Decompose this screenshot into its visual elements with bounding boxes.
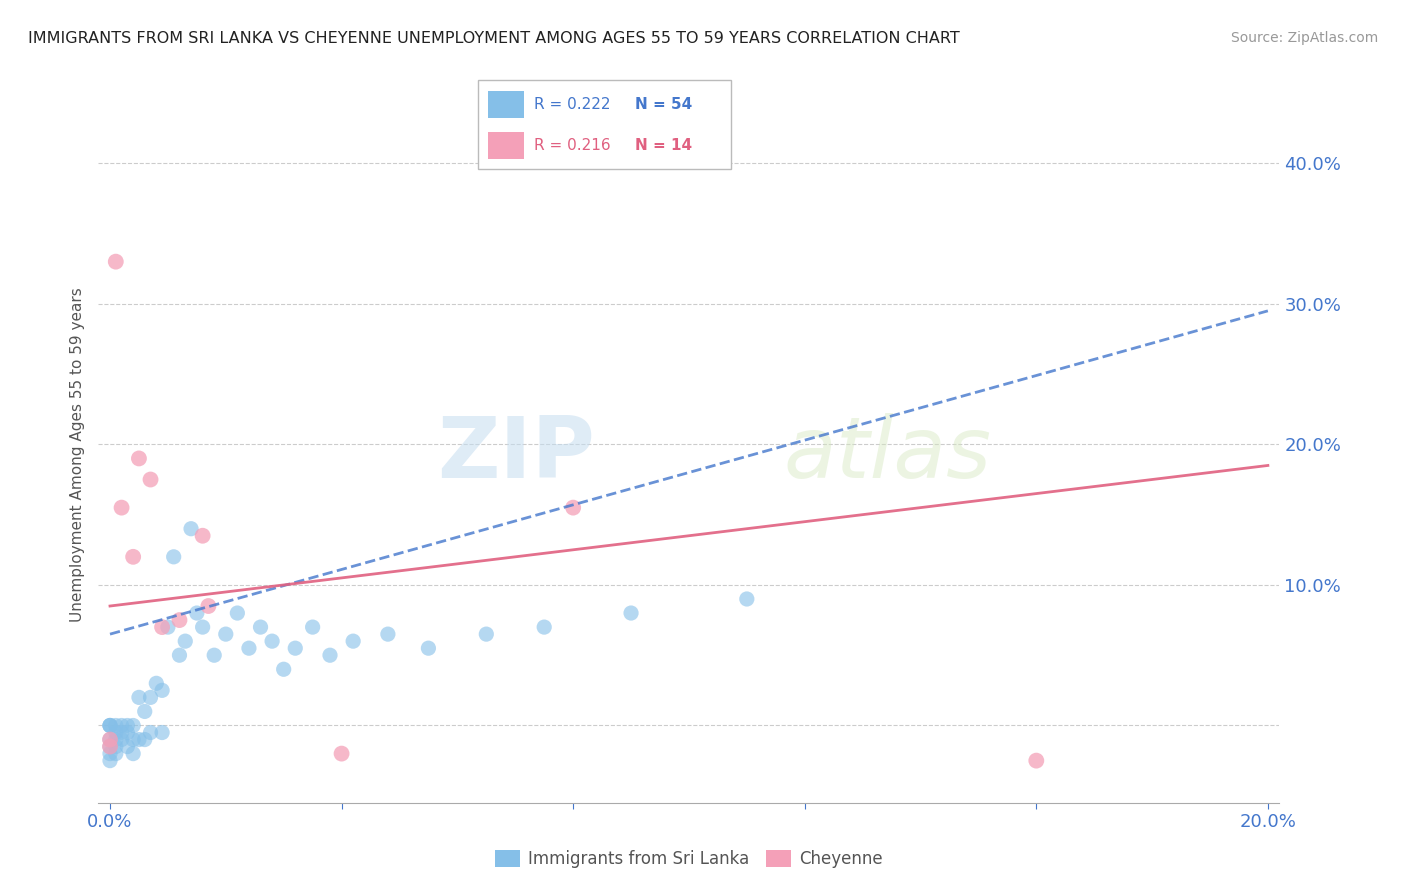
Point (110, 725, 132, 739)
Point (226, 606, 249, 620)
Y-axis label: Unemployment Among Ages 55 to 59 years: Unemployment Among Ages 55 to 59 years (69, 287, 84, 623)
Point (139, 473, 162, 487)
Point (104, 739, 127, 754)
Text: IMMIGRANTS FROM SRI LANKA VS CHEYENNE UNEMPLOYMENT AMONG AGES 55 TO 59 YEARS COR: IMMIGRANTS FROM SRI LANKA VS CHEYENNE UN… (28, 31, 960, 46)
Point (150, 683, 173, 698)
Bar (488, 91, 523, 118)
Point (98, 732, 121, 747)
Point (104, 732, 127, 747)
Point (163, 549, 186, 564)
Point (284, 641, 307, 656)
Point (197, 599, 219, 613)
Point (117, 725, 139, 739)
Point (202, 648, 225, 663)
Point (342, 634, 364, 648)
Point (117, 718, 139, 732)
Point (122, 718, 145, 732)
Point (238, 641, 260, 656)
Text: R = 0.222: R = 0.222 (534, 97, 610, 112)
Point (122, 549, 145, 564)
Point (418, 641, 440, 656)
Point (104, 747, 127, 761)
Point (98, 747, 121, 761)
Point (128, 732, 150, 747)
Point (150, 725, 173, 739)
Point (139, 690, 162, 705)
Point (562, 500, 585, 515)
Point (98, 718, 121, 732)
Point (98, 718, 121, 732)
Point (273, 662, 295, 676)
Point (128, 451, 150, 466)
Point (1025, 754, 1047, 768)
Point (262, 634, 284, 648)
Point (215, 627, 238, 641)
Point (301, 620, 323, 634)
Text: R = 0.216: R = 0.216 (534, 138, 610, 153)
Point (180, 522, 202, 536)
Point (98, 739, 121, 754)
Point (174, 634, 197, 648)
Point (122, 732, 145, 747)
Point (110, 732, 132, 747)
Point (319, 648, 342, 663)
Point (139, 725, 162, 739)
Point (330, 747, 353, 761)
Point (475, 627, 498, 641)
FancyBboxPatch shape (478, 80, 731, 169)
Point (110, 500, 132, 515)
Point (104, 254, 127, 268)
Point (249, 620, 271, 634)
Text: N = 54: N = 54 (636, 97, 692, 112)
Point (134, 705, 156, 719)
Point (98, 718, 121, 732)
Point (150, 620, 173, 634)
Bar (488, 132, 523, 159)
Text: ZIP: ZIP (437, 413, 595, 497)
Point (191, 529, 214, 543)
Point (98, 754, 121, 768)
Point (735, 592, 758, 607)
Point (110, 718, 132, 732)
Point (145, 676, 167, 690)
Point (533, 620, 555, 634)
Point (377, 627, 399, 641)
Point (104, 725, 127, 739)
Legend: Immigrants from Sri Lanka, Cheyenne: Immigrants from Sri Lanka, Cheyenne (488, 843, 890, 874)
Point (117, 739, 139, 754)
Point (156, 620, 179, 634)
Point (98, 739, 121, 754)
Point (104, 718, 127, 732)
Point (128, 690, 150, 705)
Point (169, 648, 191, 663)
Point (169, 613, 191, 627)
Point (134, 732, 156, 747)
Point (122, 747, 145, 761)
Point (186, 606, 208, 620)
Text: atlas: atlas (783, 413, 991, 497)
Point (620, 606, 643, 620)
Text: Source: ZipAtlas.com: Source: ZipAtlas.com (1230, 31, 1378, 45)
Text: N = 14: N = 14 (636, 138, 692, 153)
Point (191, 620, 214, 634)
Point (98, 732, 121, 747)
